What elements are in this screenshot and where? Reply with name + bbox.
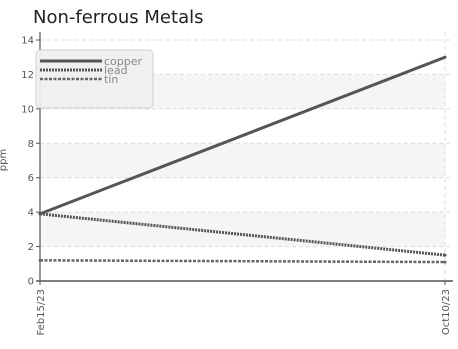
plot-band: [40, 143, 445, 178]
y-tick-label: 12: [21, 70, 34, 81]
grid-lines: [39, 32, 453, 281]
plot-band: [40, 212, 445, 247]
legend-label-lead[interactable]: lead: [104, 64, 128, 77]
data-point-lead: [38, 212, 42, 216]
series-line-copper: [39, 55, 446, 216]
series-line-tin: [39, 259, 446, 264]
series-line-lead: [39, 212, 446, 257]
y-tick-label: 14: [21, 36, 34, 47]
y-tick-label: 8: [28, 139, 34, 150]
legend-label-tin[interactable]: tin: [104, 73, 118, 86]
x-tick-label: Feb15/23: [36, 289, 47, 336]
y-tick-label: 6: [28, 173, 34, 184]
x-tick-label: Oct10/23: [441, 289, 452, 335]
data-point-tin: [38, 258, 42, 262]
y-axis-label: ppm: [0, 149, 9, 171]
y-tick-label: 10: [21, 104, 34, 115]
legend-label-copper[interactable]: copper: [104, 55, 143, 68]
data-point-tin: [443, 260, 447, 264]
x-axis-ticks: Feb15/23 Oct10/23: [36, 281, 452, 336]
series-lines: [38, 55, 447, 264]
y-tick-label: 4: [28, 208, 34, 219]
chart-title: Non-ferrous Metals: [33, 7, 204, 28]
data-point-lead: [443, 253, 447, 257]
y-tick-label: 2: [28, 242, 34, 253]
y-tick-label: 0: [28, 277, 34, 288]
y-axis-ticks: 0 2 4 6 8 10 12 14: [21, 36, 40, 288]
data-point-copper: [443, 55, 447, 59]
